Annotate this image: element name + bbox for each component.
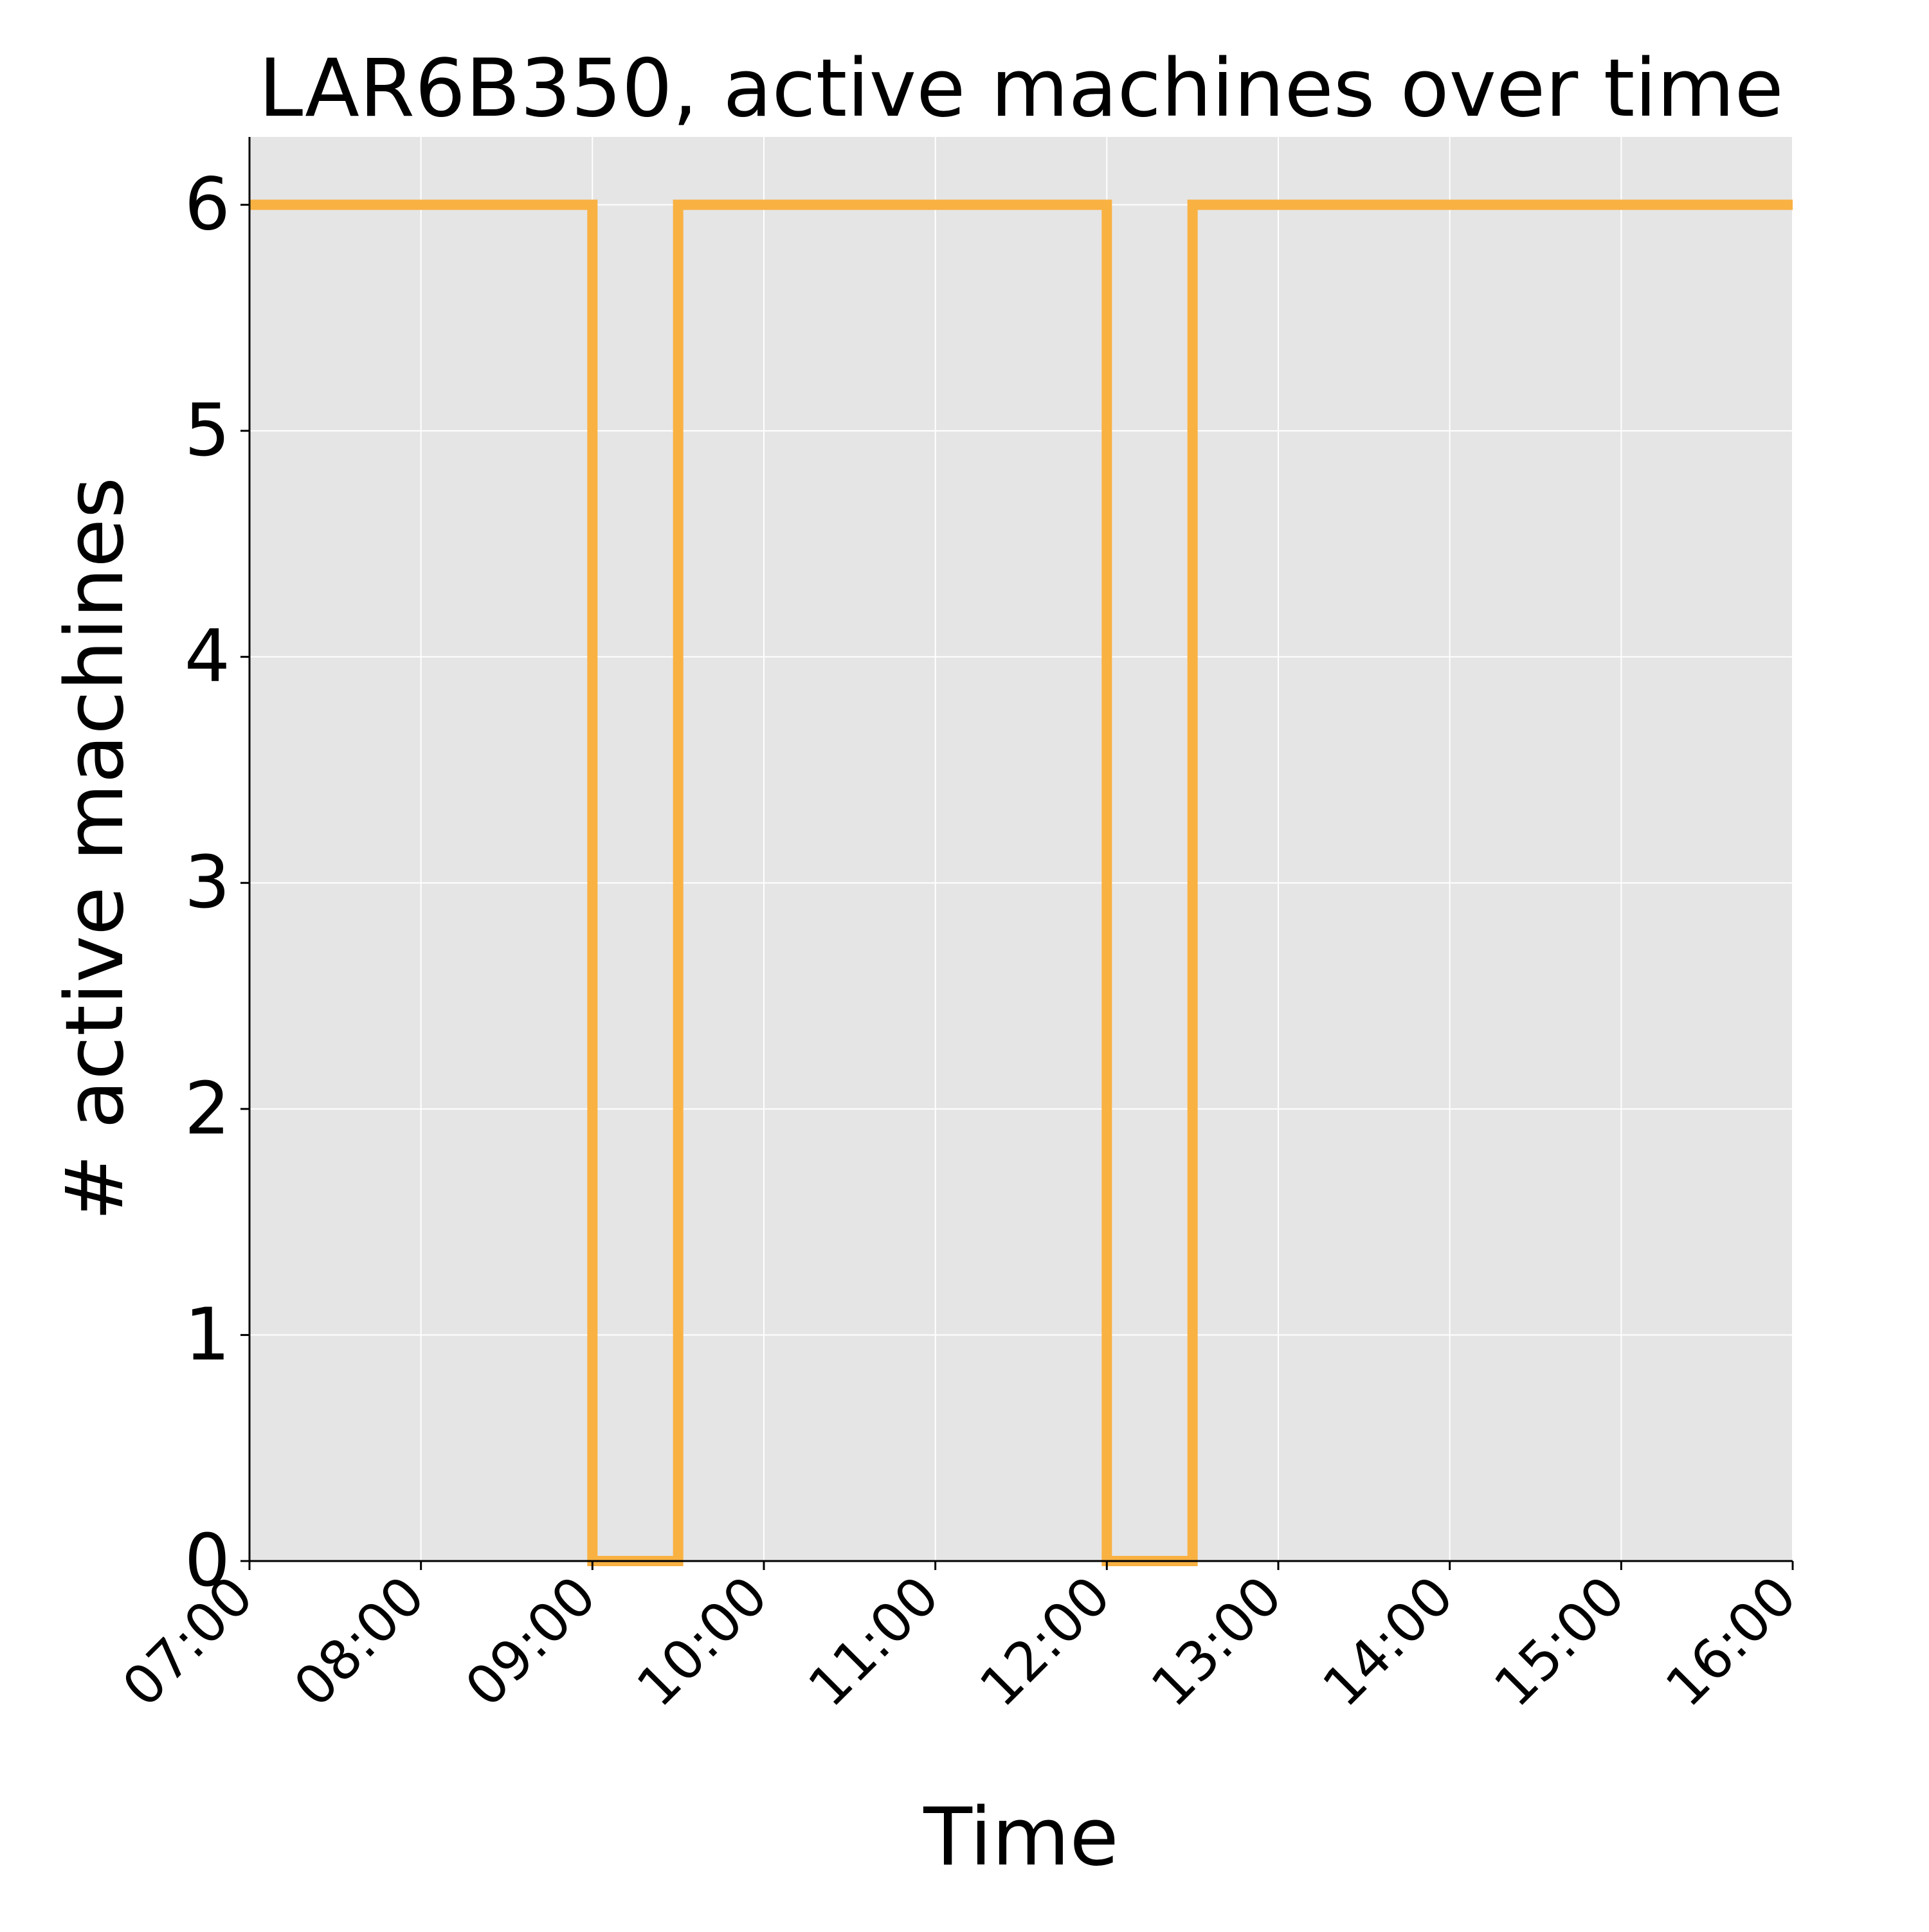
y-tick-label: 4 [185, 615, 230, 699]
y-tick-label: 6 [185, 163, 230, 246]
x-tick-label: 08:00 [282, 1564, 436, 1719]
y-tick-label: 0 [185, 1519, 230, 1603]
x-tick-label: 16:00 [1654, 1564, 1808, 1719]
x-tick-label: 09:00 [453, 1564, 608, 1719]
x-tick-label: 12:00 [968, 1564, 1122, 1719]
x-tick-label: 14:00 [1310, 1564, 1465, 1719]
series-layer [249, 199, 1793, 1566]
x-tick-label: 11:00 [796, 1564, 950, 1719]
plot-area [249, 137, 1793, 1561]
x-tick-label: 10:00 [625, 1564, 779, 1719]
axes [248, 137, 1793, 1562]
y-tick-label: 2 [185, 1067, 230, 1151]
x-tick-label: 15:00 [1482, 1564, 1636, 1719]
y-axis-label: # active machines [49, 477, 141, 1221]
chart-title: LAR6B350, active machines over time [258, 42, 1784, 135]
y-tick-label: 1 [185, 1293, 230, 1377]
x-tick-label: 13:00 [1139, 1564, 1294, 1719]
y-tick-label: 5 [185, 389, 230, 473]
x-axis-label: Time [923, 1791, 1118, 1884]
series-line [249, 199, 1793, 1566]
y-tick-label: 3 [185, 841, 230, 925]
